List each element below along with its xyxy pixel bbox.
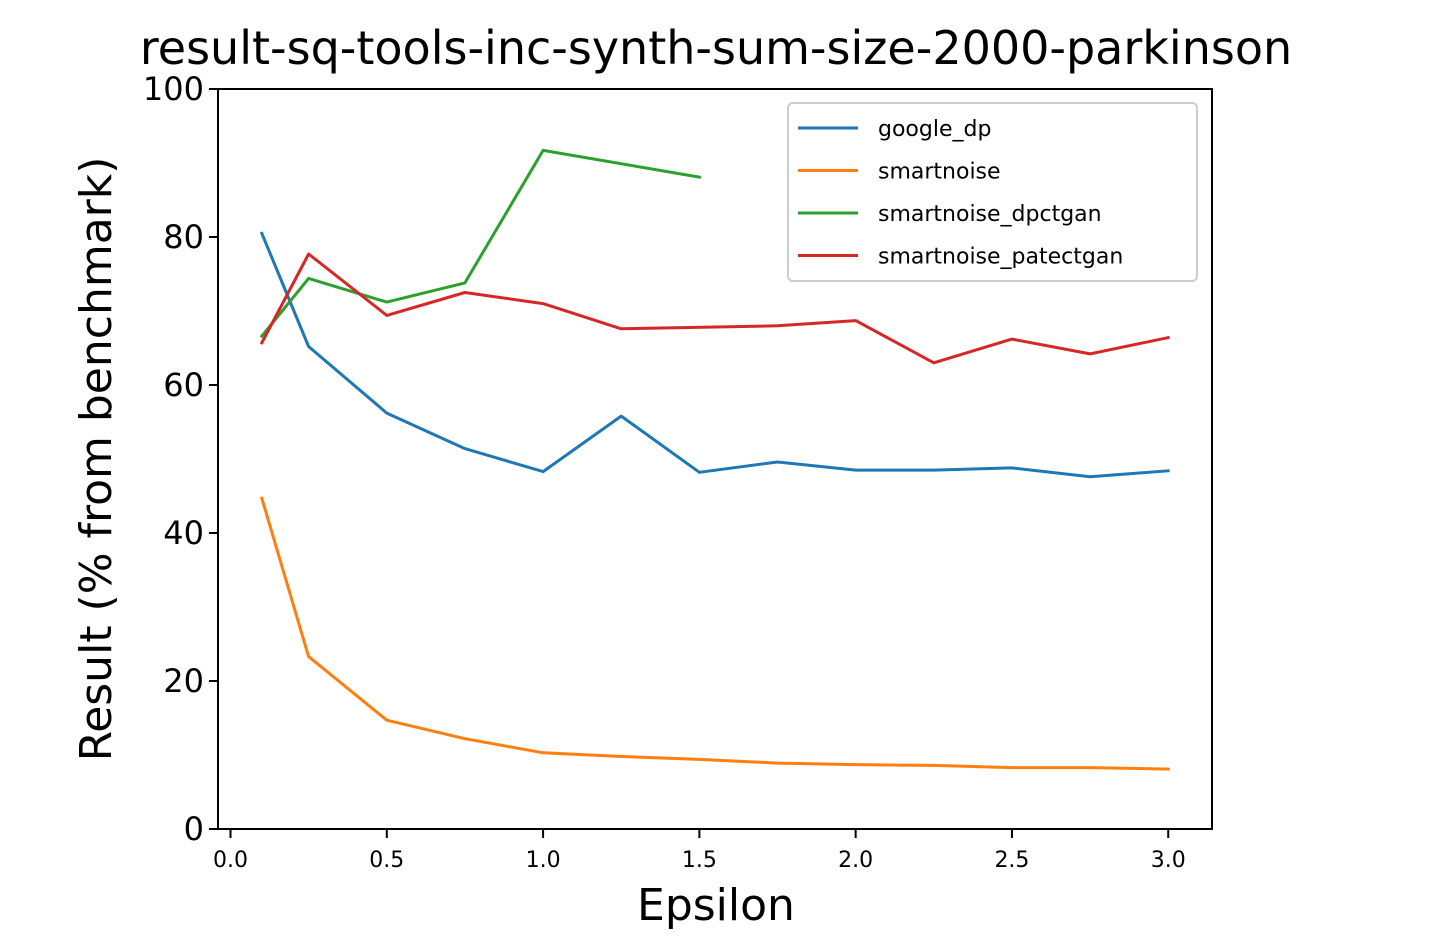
legend: google_dp smartnoise smartnoise_dpctgansma… bbox=[787, 102, 1198, 282]
chart-title: result-sq-tools-inc-synth-sum-size-2000-… bbox=[140, 21, 1292, 75]
x-tick-label: 1.0 bbox=[526, 848, 561, 873]
x-tick-label: 2.5 bbox=[994, 848, 1029, 873]
y-tick-label: 100 bbox=[143, 70, 204, 108]
y-axis-label: Result (% from benchmark) bbox=[71, 157, 122, 762]
series-line-google-dp bbox=[259, 231, 1170, 479]
series-line-smartnoise-patectgan bbox=[259, 252, 1170, 365]
legend-items: google_dp smartnoise smartnoise_dpctgansma… bbox=[798, 117, 1123, 270]
x-tick-label: 1.5 bbox=[682, 848, 717, 873]
legend-box bbox=[787, 102, 1198, 282]
x-tick-label: 2.0 bbox=[838, 848, 873, 873]
axes-frame bbox=[217, 88, 1213, 830]
legend-label: smartnoise bbox=[878, 160, 1001, 185]
legend-label: google_dp bbox=[878, 117, 991, 142]
legend-label: smartnoise_dpctgan bbox=[878, 202, 1102, 227]
y-tick-label: 0 bbox=[184, 810, 204, 848]
x-tick-label: 0.5 bbox=[369, 848, 404, 873]
y-tick-label: 40 bbox=[163, 514, 204, 552]
y-axis: 0 20 40 60 80 100 bbox=[143, 70, 218, 848]
series-line-smartnoise bbox=[259, 496, 1170, 771]
series-line-smartnoise-dpctgan bbox=[259, 148, 702, 339]
y-tick-label: 60 bbox=[163, 366, 204, 404]
x-tick-label: 0.0 bbox=[213, 848, 248, 873]
x-axis: 0.0 0.5 1.0 1.5 2.0 2.5 3.0 bbox=[213, 829, 1186, 873]
series-lines bbox=[259, 148, 1170, 771]
plot-area bbox=[217, 88, 1213, 830]
y-tick-label: 20 bbox=[163, 662, 204, 700]
legend-label: smartnoise_patectgan bbox=[878, 245, 1123, 270]
x-tick-label: 3.0 bbox=[1151, 848, 1186, 873]
x-axis-label: Epsilon bbox=[637, 880, 795, 931]
y-tick-label: 80 bbox=[163, 218, 204, 256]
